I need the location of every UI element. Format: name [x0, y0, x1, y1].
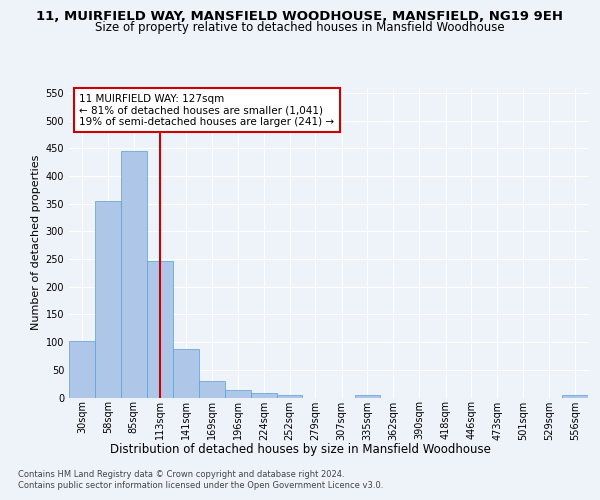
- Bar: [224, 390, 251, 398]
- Text: 11, MUIRFIELD WAY, MANSFIELD WOODHOUSE, MANSFIELD, NG19 9EH: 11, MUIRFIELD WAY, MANSFIELD WOODHOUSE, …: [37, 10, 563, 23]
- Bar: [95, 201, 121, 398]
- Text: Contains public sector information licensed under the Open Government Licence v3: Contains public sector information licen…: [18, 481, 383, 490]
- Bar: [277, 394, 302, 398]
- Bar: [199, 381, 224, 398]
- Text: Size of property relative to detached houses in Mansfield Woodhouse: Size of property relative to detached ho…: [95, 22, 505, 35]
- Bar: [69, 341, 95, 398]
- Y-axis label: Number of detached properties: Number of detached properties: [31, 155, 41, 330]
- Bar: [251, 392, 277, 398]
- Bar: [121, 150, 147, 398]
- Text: Distribution of detached houses by size in Mansfield Woodhouse: Distribution of detached houses by size …: [110, 442, 490, 456]
- Text: 11 MUIRFIELD WAY: 127sqm
← 81% of detached houses are smaller (1,041)
19% of sem: 11 MUIRFIELD WAY: 127sqm ← 81% of detach…: [79, 94, 335, 127]
- Bar: [562, 394, 588, 398]
- Bar: [173, 350, 199, 398]
- Bar: [147, 262, 173, 398]
- Text: Contains HM Land Registry data © Crown copyright and database right 2024.: Contains HM Land Registry data © Crown c…: [18, 470, 344, 479]
- Bar: [355, 394, 380, 398]
